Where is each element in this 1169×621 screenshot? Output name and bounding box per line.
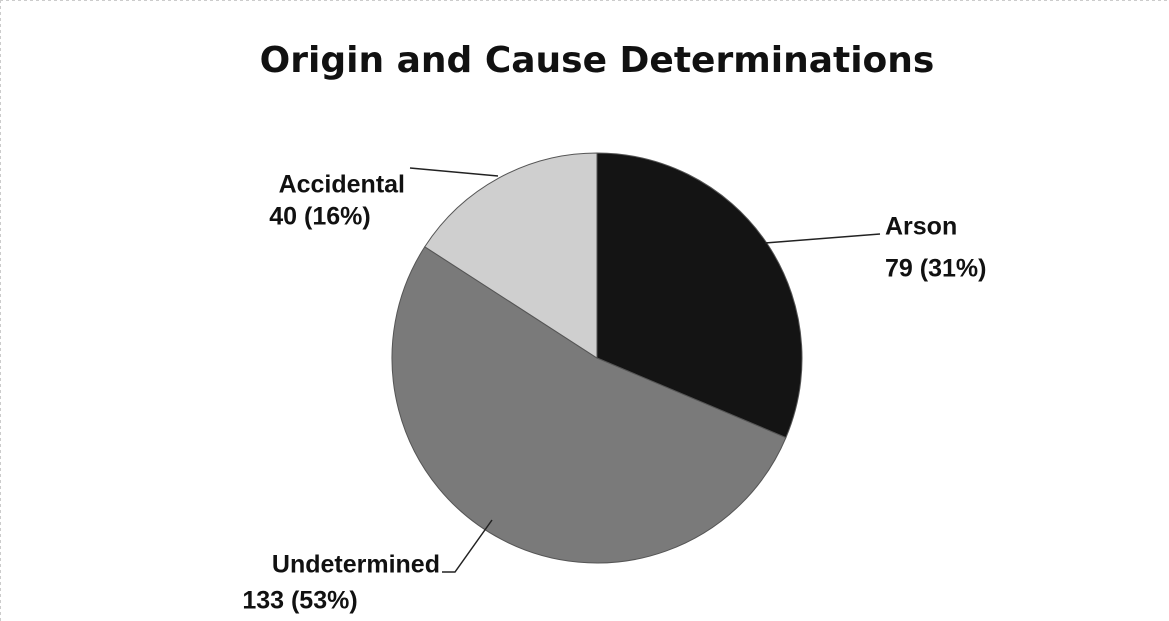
slice-value-label: 79 (31%) xyxy=(885,255,986,283)
pie-slice xyxy=(596,152,803,439)
slice-label: Undetermined xyxy=(272,551,440,579)
slice-label: Arson xyxy=(885,213,957,241)
pie-slice xyxy=(424,152,598,359)
leader-line xyxy=(442,519,493,573)
pie-slice xyxy=(391,246,787,564)
leader-line xyxy=(409,167,499,177)
slice-value-label: 40 (16%) xyxy=(269,203,370,231)
chart-title: Origin and Cause Determinations xyxy=(260,40,935,81)
slice-value-label: 133 (53%) xyxy=(242,587,357,615)
slice-label: Accidental xyxy=(279,171,405,199)
leader-line xyxy=(764,233,881,244)
